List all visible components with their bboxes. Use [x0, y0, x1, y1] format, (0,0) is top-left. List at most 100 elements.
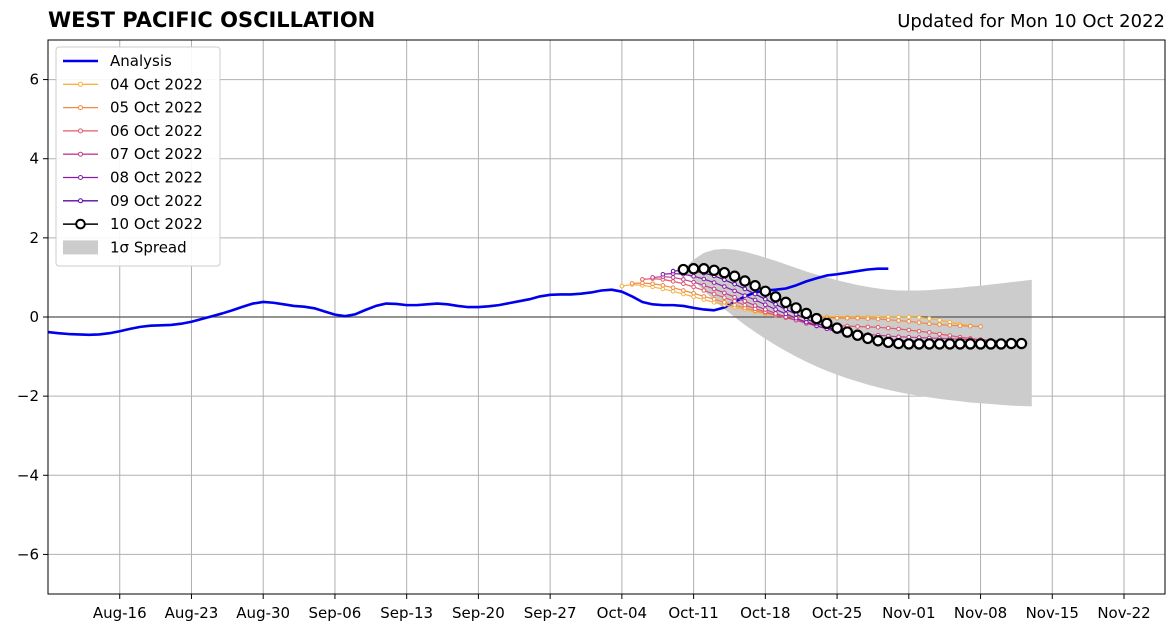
- forecast-point: [865, 324, 871, 330]
- forecast-point: [851, 329, 864, 341]
- forecast-point: [821, 317, 833, 330]
- forecast-point: [732, 298, 737, 304]
- forecast-point: [711, 296, 717, 302]
- forecast-point: [886, 317, 891, 323]
- forecast-point: [831, 322, 843, 334]
- x-tick-label: Aug-16: [93, 604, 147, 622]
- forecast-point: [964, 338, 976, 350]
- legend-label: 10 Oct 2022: [110, 215, 203, 233]
- x-tick-label: Nov-01: [882, 604, 935, 622]
- legend-item-analysis: Analysis: [63, 52, 172, 70]
- legend-label: 06 Oct 2022: [110, 122, 203, 140]
- x-tick-label: Sep-27: [524, 604, 577, 622]
- forecast-point: [927, 316, 932, 321]
- forecast-point: [670, 275, 676, 280]
- forecast-point: [759, 285, 772, 297]
- legend-marker: [78, 105, 83, 111]
- y-tick-label: 4: [29, 150, 39, 168]
- y-tick-label: −6: [17, 545, 39, 563]
- forecast-point: [906, 314, 912, 320]
- forecast-point: [916, 320, 922, 325]
- forecast-point: [793, 315, 799, 321]
- forecast-point: [681, 291, 686, 297]
- forecast-point: [834, 315, 840, 321]
- forecast-point: [660, 286, 666, 292]
- legend-label: 1σ Spread: [110, 238, 187, 256]
- forecast-point: [732, 294, 737, 300]
- forecast-point: [763, 302, 768, 308]
- forecast-point: [708, 264, 720, 277]
- forecast-point: [937, 322, 942, 327]
- forecast-point: [687, 263, 700, 275]
- forecast-point: [677, 263, 690, 276]
- forecast-point: [691, 290, 696, 296]
- forecast-point: [691, 279, 696, 285]
- x-tick-label: Aug-23: [165, 604, 219, 622]
- forecast-point: [944, 338, 956, 350]
- forecast-point: [722, 290, 727, 296]
- forecast-point: [650, 275, 655, 280]
- forecast-point: [681, 281, 686, 287]
- forecast-point: [722, 277, 727, 283]
- x-tick-label: Aug-30: [236, 604, 290, 622]
- forecast-point: [773, 307, 778, 312]
- legend-label: 05 Oct 2022: [110, 99, 203, 117]
- forecast-point: [896, 326, 901, 332]
- forecast-point: [711, 280, 717, 285]
- forecast-point: [763, 307, 768, 312]
- legend-marker: [78, 198, 83, 204]
- legend-box: [55, 46, 221, 267]
- x-tick-label: Oct-18: [740, 604, 790, 622]
- analysis-line: [47, 267, 889, 337]
- forecast-point: [752, 303, 758, 308]
- forecast-point: [783, 307, 789, 312]
- forecast-point: [974, 338, 987, 350]
- legend-item-09-oct-2022: 09 Oct 2022: [63, 192, 203, 210]
- y-tick-label: 6: [29, 71, 39, 89]
- forecast-point: [691, 273, 696, 279]
- forecast-point: [985, 338, 997, 350]
- forecast-point: [742, 293, 748, 298]
- forecast-point: [670, 279, 676, 284]
- forecast-point: [701, 288, 707, 293]
- legend: Analysis 04 Oct 2022 05 Oct 2022 06 Oct 202…: [55, 46, 221, 267]
- forecast-point: [978, 324, 983, 329]
- forecast-point: [640, 280, 645, 286]
- forecast-point: [1005, 337, 1017, 350]
- forecast-point: [732, 281, 737, 287]
- chart-title: WEST PACIFIC OSCILLATION: [48, 8, 376, 32]
- forecast-point: [660, 271, 666, 277]
- legend-marker: [78, 128, 83, 134]
- forecast-point: [722, 295, 727, 300]
- forecast-point: [701, 294, 707, 299]
- forecast-point: [995, 338, 1007, 350]
- legend-marker: [78, 151, 83, 157]
- y-tick-label: 2: [29, 229, 39, 247]
- x-tick-label: Nov-08: [954, 604, 1007, 622]
- forecast-point: [937, 317, 942, 323]
- forecast-point: [947, 323, 953, 328]
- y-tick-label: −2: [17, 387, 39, 405]
- forecast-point: [1015, 337, 1028, 350]
- forecast-point: [875, 324, 881, 330]
- legend-item-08-oct-2022: 08 Oct 2022: [63, 169, 203, 187]
- forecast-point: [957, 323, 963, 329]
- legend-label: 08 Oct 2022: [110, 169, 203, 187]
- forecast-point: [790, 302, 802, 314]
- legend-item-05-oct-2022: 05 Oct 2022: [63, 99, 203, 117]
- forecast-point: [783, 311, 789, 317]
- forecast-point: [732, 302, 737, 308]
- forecast-point: [742, 286, 748, 292]
- legend-item-07-oct-2022: 07 Oct 2022: [63, 145, 203, 163]
- forecast-point: [865, 316, 871, 321]
- forecast-point: [933, 338, 946, 350]
- forecast-point: [855, 324, 860, 329]
- forecast-point: [892, 337, 905, 350]
- x-tick-label: Oct-11: [668, 604, 718, 622]
- forecast-point: [629, 281, 635, 286]
- forecast-point: [711, 291, 717, 297]
- x-tick-label: Nov-22: [1097, 604, 1150, 622]
- forecast-point: [650, 281, 655, 287]
- legend-item-1-spread: 1σ Spread: [63, 238, 187, 256]
